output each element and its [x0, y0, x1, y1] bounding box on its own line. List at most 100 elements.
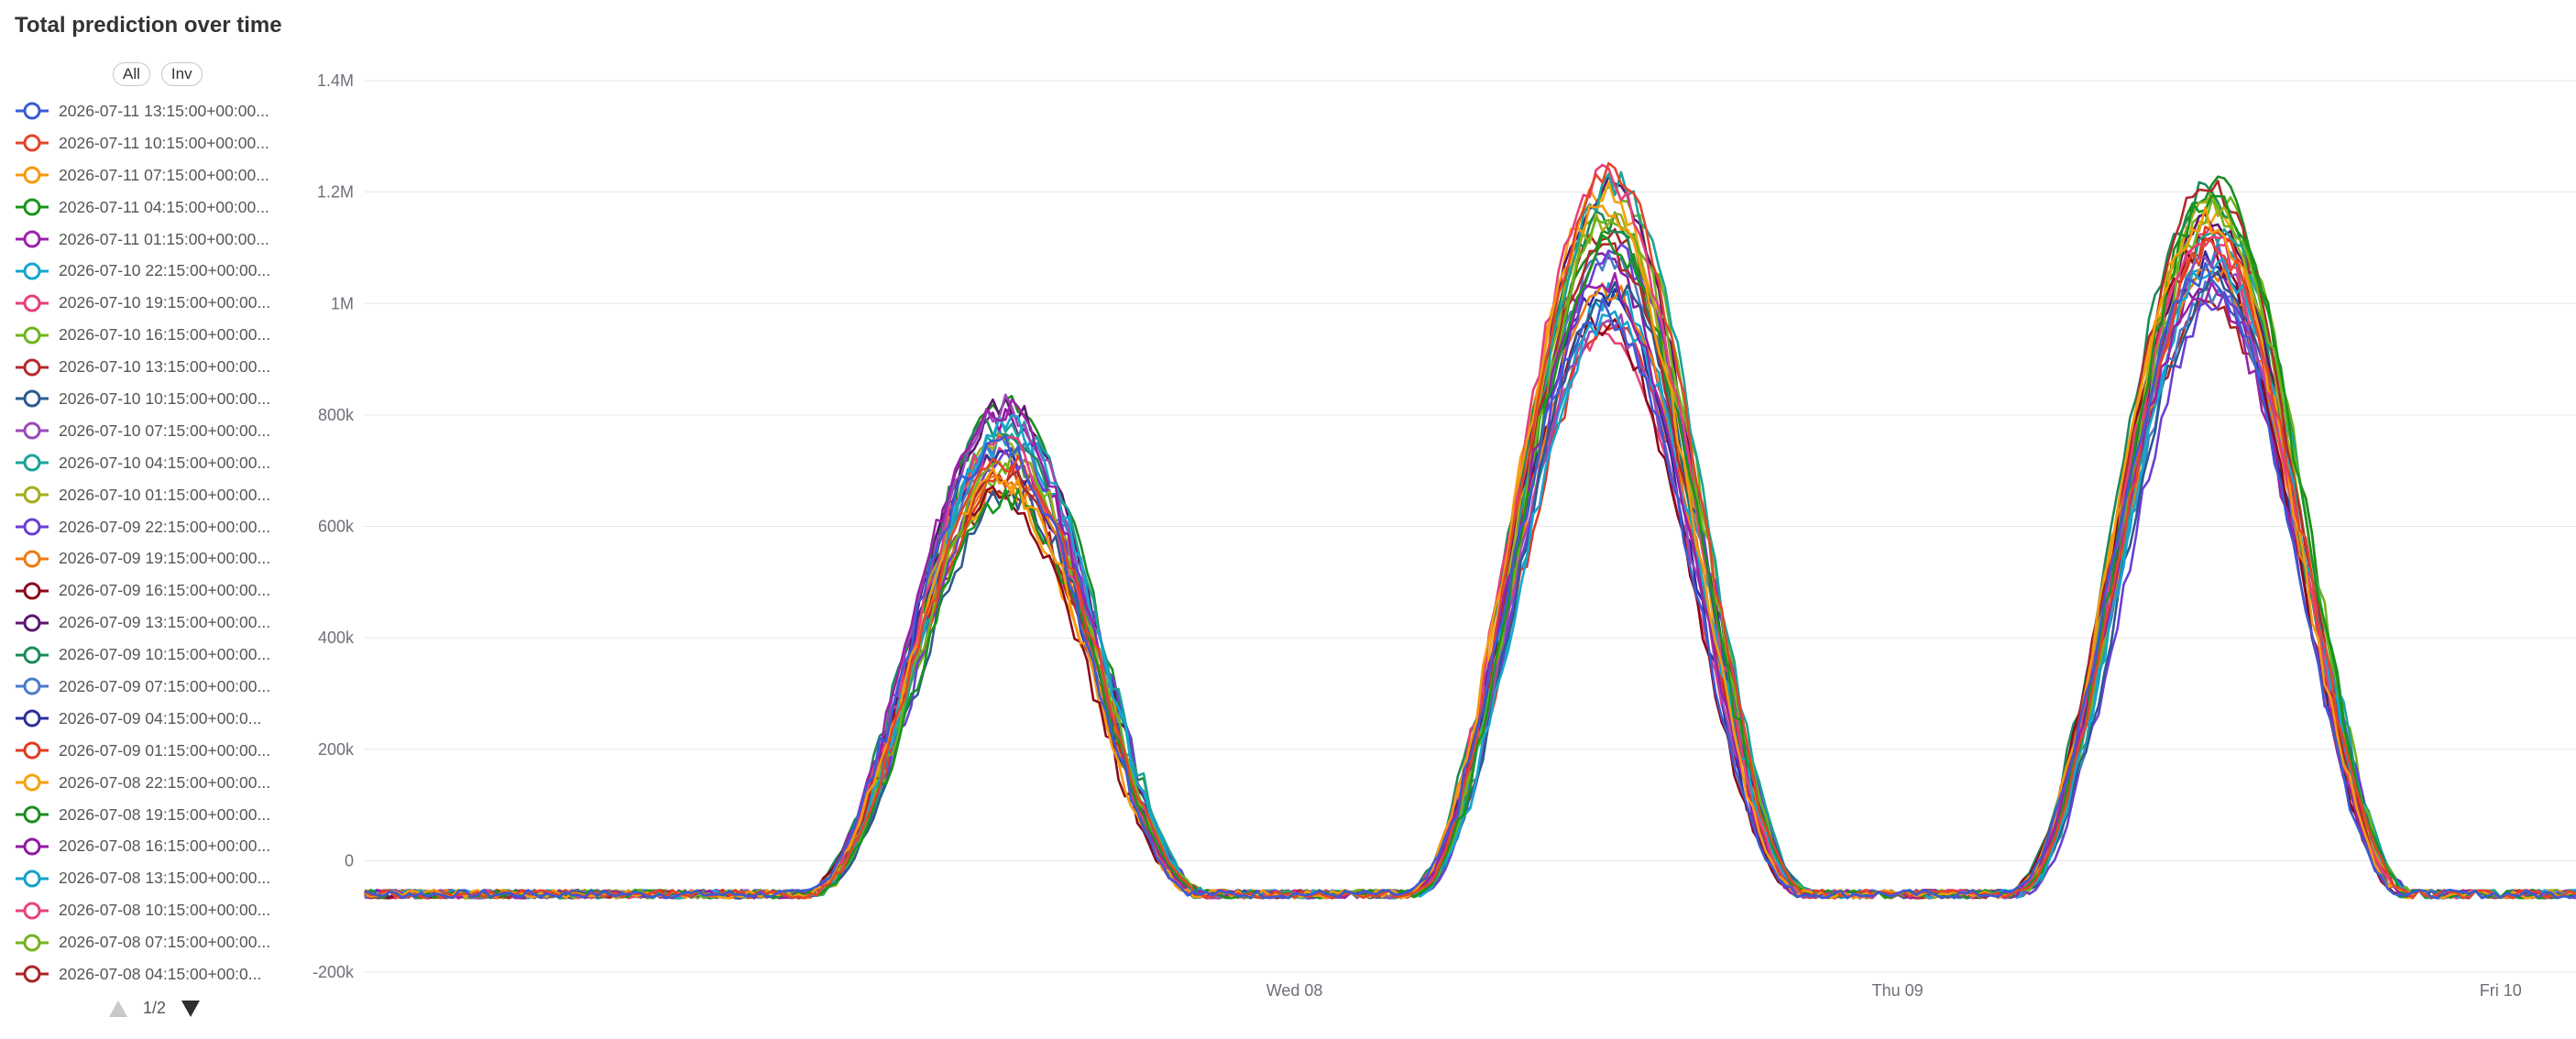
series-line[interactable]: [364, 204, 2576, 900]
legend-marker-icon: [16, 198, 49, 216]
legend-item-label: 2026-07-11 04:15:00+00:00...: [59, 197, 269, 216]
legend-item-label: 2026-07-08 22:15:00+00:00...: [59, 772, 271, 792]
legend-item-label: 2026-07-09 22:15:00+00:00...: [59, 517, 271, 536]
legend-item-label: 2026-07-08 07:15:00+00:00...: [59, 933, 271, 952]
y-tick-label: 0: [345, 851, 354, 869]
series-line[interactable]: [364, 261, 2576, 900]
legend-item[interactable]: 2026-07-09 07:15:00+00:00...: [15, 671, 308, 703]
legend-marker-icon: [16, 421, 49, 440]
legend-item[interactable]: 2026-07-08 04:15:00+00:0...: [15, 958, 308, 990]
page-down-icon[interactable]: [181, 1000, 201, 1018]
legend-item[interactable]: 2026-07-11 07:15:00+00:00...: [15, 159, 308, 191]
legend-item[interactable]: 2026-07-10 19:15:00+00:00...: [15, 287, 308, 319]
legend: 2026-07-11 13:15:00+00:00... 2026-07-11 1…: [15, 95, 308, 990]
legend-invert-button[interactable]: Inv: [160, 62, 203, 86]
x-tick-label: Fri 10: [2480, 981, 2522, 1000]
legend-marker-icon: [16, 805, 49, 824]
legend-item-label: 2026-07-11 01:15:00+00:00...: [59, 229, 269, 248]
legend-item[interactable]: 2026-07-10 10:15:00+00:00...: [15, 383, 308, 415]
legend-item[interactable]: 2026-07-09 01:15:00+00:00...: [15, 735, 308, 767]
chart-title: Total prediction over time: [15, 13, 282, 38]
legend-marker-icon: [16, 166, 49, 184]
legend-item[interactable]: 2026-07-09 10:15:00+00:00...: [15, 639, 308, 671]
grid: [365, 80, 2576, 973]
legend-item[interactable]: 2026-07-11 01:15:00+00:00...: [15, 224, 308, 256]
legend-item[interactable]: 2026-07-08 16:15:00+00:00...: [15, 830, 308, 862]
legend-marker-icon: [16, 965, 49, 983]
legend-item-label: 2026-07-09 04:15:00+00:0...: [59, 708, 262, 727]
legend-controls: All Inv: [113, 62, 203, 86]
legend-item-label: 2026-07-09 07:15:00+00:00...: [59, 676, 271, 695]
legend-item[interactable]: 2026-07-09 19:15:00+00:00...: [15, 542, 308, 574]
y-tick-label: 400k: [318, 629, 355, 647]
x-tick-label: Thu 09: [1872, 981, 1924, 1000]
legend-item-label: 2026-07-10 10:15:00+00:00...: [59, 388, 271, 408]
legend-marker-icon: [16, 230, 49, 248]
legend-item-label: 2026-07-08 16:15:00+00:00...: [59, 837, 271, 856]
legend-item[interactable]: 2026-07-09 13:15:00+00:00...: [15, 607, 308, 639]
y-tick-label: 800k: [318, 406, 355, 424]
legend-marker-icon: [16, 614, 49, 632]
legend-marker-icon: [16, 326, 49, 345]
y-tick-label: 1.2M: [317, 183, 354, 202]
legend-marker-icon: [16, 454, 49, 472]
y-tick-label: 200k: [318, 740, 355, 759]
y-tick-label: 600k: [318, 518, 355, 536]
legend-marker-icon: [16, 294, 49, 312]
x-tick-label: Wed 08: [1266, 981, 1323, 1000]
legend-item-label: 2026-07-10 19:15:00+00:00...: [59, 293, 271, 312]
legend-item-label: 2026-07-09 13:15:00+00:00...: [59, 613, 271, 632]
legend-item[interactable]: 2026-07-08 10:15:00+00:00...: [15, 894, 308, 926]
legend-item[interactable]: 2026-07-08 22:15:00+00:00...: [15, 767, 308, 799]
legend-marker-icon: [16, 518, 49, 536]
legend-item[interactable]: 2026-07-10 07:15:00+00:00...: [15, 415, 308, 447]
legend-item[interactable]: 2026-07-10 16:15:00+00:00...: [15, 319, 308, 351]
legend-item-label: 2026-07-09 01:15:00+00:00...: [59, 740, 271, 760]
legend-item[interactable]: 2026-07-08 07:15:00+00:00...: [15, 926, 308, 958]
legend-item[interactable]: 2026-07-10 13:15:00+00:00...: [15, 351, 308, 383]
legend-select-all-button[interactable]: All: [113, 62, 150, 86]
legend-item-label: 2026-07-10 22:15:00+00:00...: [59, 261, 271, 280]
legend-item-label: 2026-07-09 16:15:00+00:00...: [59, 581, 271, 600]
legend-pager: 1/2: [108, 999, 201, 1018]
legend-item[interactable]: 2026-07-11 10:15:00+00:00...: [15, 127, 308, 159]
legend-item-label: 2026-07-08 19:15:00+00:00...: [59, 804, 271, 824]
legend-item-label: 2026-07-09 19:15:00+00:00...: [59, 549, 271, 568]
legend-item[interactable]: 2026-07-08 13:15:00+00:00...: [15, 862, 308, 894]
legend-marker-icon: [16, 582, 49, 600]
legend-marker-icon: [16, 550, 49, 568]
legend-item-label: 2026-07-11 13:15:00+00:00...: [59, 101, 269, 120]
legend-marker-icon: [16, 869, 49, 888]
legend-marker-icon: [16, 646, 49, 664]
legend-item-label: 2026-07-11 07:15:00+00:00...: [59, 165, 269, 184]
legend-marker-icon: [16, 102, 49, 120]
legend-item[interactable]: 2026-07-09 04:15:00+00:0...: [15, 703, 308, 735]
legend-marker-icon: [16, 773, 49, 792]
legend-marker-icon: [16, 902, 49, 920]
legend-item[interactable]: 2026-07-11 04:15:00+00:00...: [15, 191, 308, 224]
legend-item[interactable]: 2026-07-10 04:15:00+00:00...: [15, 447, 308, 479]
y-tick-label: 1M: [331, 294, 354, 312]
legend-marker-icon: [16, 837, 49, 856]
legend-item-label: 2026-07-11 10:15:00+00:00...: [59, 133, 269, 152]
legend-item[interactable]: 2026-07-10 22:15:00+00:00...: [15, 255, 308, 287]
legend-marker-icon: [16, 389, 49, 408]
y-tick-label: 1.4M: [317, 71, 354, 90]
legend-marker-icon: [16, 262, 49, 280]
legend-item-label: 2026-07-08 04:15:00+00:0...: [59, 964, 262, 983]
legend-item[interactable]: 2026-07-08 19:15:00+00:00...: [15, 799, 308, 831]
legend-item-label: 2026-07-10 04:15:00+00:00...: [59, 453, 271, 472]
legend-page-indicator: 1/2: [143, 999, 167, 1017]
legend-item[interactable]: 2026-07-11 13:15:00+00:00...: [15, 95, 308, 127]
legend-item[interactable]: 2026-07-09 16:15:00+00:00...: [15, 574, 308, 607]
legend-marker-icon: [16, 358, 49, 377]
legend-item[interactable]: 2026-07-10 01:15:00+00:00...: [15, 479, 308, 511]
legend-item-label: 2026-07-08 10:15:00+00:00...: [59, 901, 271, 920]
legend-item-label: 2026-07-10 07:15:00+00:00...: [59, 421, 271, 440]
legend-marker-icon: [16, 134, 49, 152]
page-up-icon[interactable]: [108, 1000, 128, 1018]
legend-item[interactable]: 2026-07-09 22:15:00+00:00...: [15, 511, 308, 543]
legend-marker-icon: [16, 486, 49, 504]
legend-marker-icon: [16, 741, 49, 760]
